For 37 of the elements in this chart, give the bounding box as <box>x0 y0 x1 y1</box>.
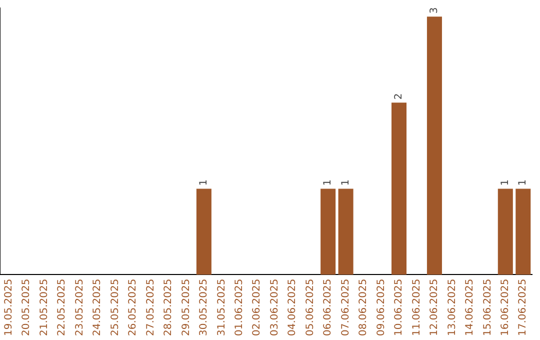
data-label: 1 <box>340 179 352 186</box>
data-label: 2 <box>394 93 405 100</box>
data-label: 1 <box>500 179 511 186</box>
data-label: 1 <box>322 179 334 186</box>
data-label: 1 <box>518 179 529 186</box>
x-tick-label: 01.06.2025 <box>234 278 245 336</box>
x-tick-label: 31.05.2025 <box>216 278 228 336</box>
x-tick-label: 13.06.2025 <box>446 278 458 336</box>
x-tick-label: 04.06.2025 <box>287 278 298 336</box>
x-tick-label: 08.06.2025 <box>358 278 370 336</box>
x-tick-label: 20.05.2025 <box>21 278 32 336</box>
x-tick-label: 25.05.2025 <box>110 278 121 336</box>
x-tick-label: 27.05.2025 <box>145 278 156 336</box>
x-tick-label: 05.06.2025 <box>304 278 316 336</box>
x-tick-label: 06.06.2025 <box>322 278 334 336</box>
x-tick-label: 22.05.2025 <box>56 278 68 336</box>
data-label: 3 <box>429 7 440 14</box>
x-tick-label: 11.06.2025 <box>411 278 422 336</box>
x-tick-label: 17.06.2025 <box>518 278 529 336</box>
x-tick-label: 14.06.2025 <box>464 278 476 336</box>
data-label: 1 <box>198 179 210 186</box>
x-tick-label: 28.05.2025 <box>163 278 174 336</box>
x-tick-label: 15.06.2025 <box>482 278 494 336</box>
x-tick-label: 29.05.2025 <box>180 278 192 336</box>
x-tick-label: 30.05.2025 <box>198 278 210 336</box>
x-tick-label: 12.06.2025 <box>429 278 440 336</box>
x-tick-label: 19.05.2025 <box>3 278 14 336</box>
x-tick-label: 02.06.2025 <box>252 278 263 336</box>
x-tick-label: 09.06.2025 <box>376 278 387 336</box>
x-tick-label: 21.05.2025 <box>38 278 50 336</box>
x-tick-label: 07.06.2025 <box>340 278 352 336</box>
x-tick-label: 03.06.2025 <box>269 278 280 336</box>
x-tick-label: 24.05.2025 <box>92 278 104 336</box>
x-tick-label: 10.06.2025 <box>394 278 405 336</box>
x-tick-label: 23.05.2025 <box>74 278 86 336</box>
x-tick-label: 26.05.2025 <box>128 278 139 336</box>
x-tick-label: 16.06.2025 <box>500 278 511 336</box>
